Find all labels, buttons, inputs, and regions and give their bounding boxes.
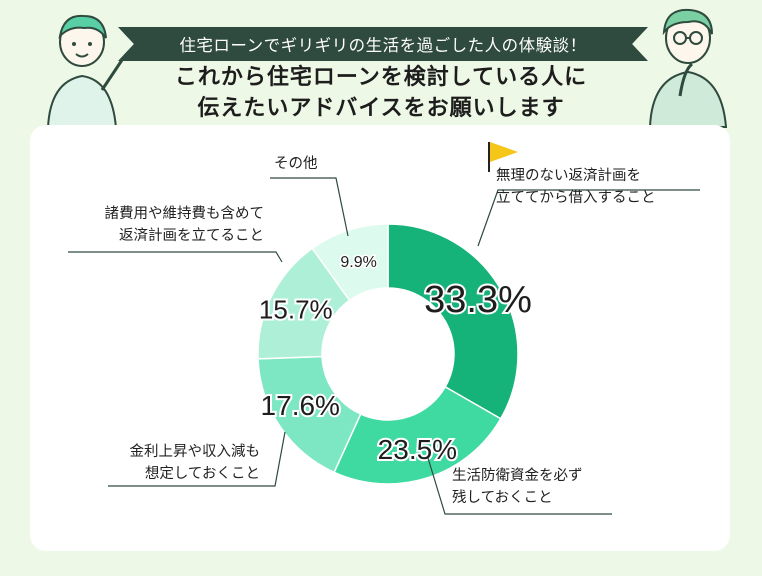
- percent-label-5: 9.9%: [340, 254, 376, 271]
- donut-slice-2: [333, 385, 502, 485]
- headline-line-1: これから住宅ローンを検討している人に: [174, 65, 588, 90]
- callout-line-2: [427, 457, 612, 515]
- category-label-1-line-2: 立ててから借入すること: [496, 189, 656, 206]
- percent-label-group: 33.3% 23.5% 17.6% 15.7% 9.9%: [257, 252, 534, 466]
- headline-line-2: 伝えたいアドバイスをお願いします: [197, 96, 565, 121]
- slice-group: [257, 223, 519, 485]
- category-label-5-line-1: その他: [274, 155, 318, 172]
- donut-slice-1: [387, 223, 519, 420]
- category-label-2-line-2: 残しておくこと: [452, 489, 553, 506]
- category-label-1-line-1: 無理のない返済計画を: [496, 167, 641, 184]
- category-label-3-line-2: 想定しておくこと: [145, 465, 260, 482]
- callout-line-1: [477, 189, 700, 247]
- percent-label-2: 23.5%: [378, 434, 457, 465]
- callout-line-4: [68, 251, 283, 263]
- donut-slice-5: [311, 223, 389, 302]
- percent-label-3: 17.6%: [261, 390, 340, 421]
- category-label-2-line-1: 生活防衛資金を必ず: [452, 467, 583, 484]
- banner-text: 住宅ローンでギリギリの生活を過ごした人の体験談！: [179, 36, 587, 55]
- left-person-illustration: [46, 14, 124, 129]
- flag-icon: [490, 142, 518, 162]
- headline: これから住宅ローンを検討している人に 伝えたいアドバイスをお願いします: [150, 62, 612, 124]
- category-label-4-line-2: 返済計画を立てること: [119, 227, 264, 244]
- right-person-illustration: [648, 8, 728, 128]
- category-label-3-line-1: 金利上昇や収入減も: [130, 443, 261, 460]
- title-banner: 住宅ローンでギリギリの生活を過ごした人の体験談！: [118, 27, 648, 61]
- percent-label-4: 15.7%: [259, 295, 333, 325]
- category-label-4-line-1: 諸費用や維持費も含めて: [105, 205, 265, 222]
- percent-label-1: 33.3%: [424, 279, 532, 321]
- callout-line-5: [270, 177, 349, 237]
- callout-line-3: [108, 431, 286, 487]
- donut-slice-3: [257, 355, 362, 474]
